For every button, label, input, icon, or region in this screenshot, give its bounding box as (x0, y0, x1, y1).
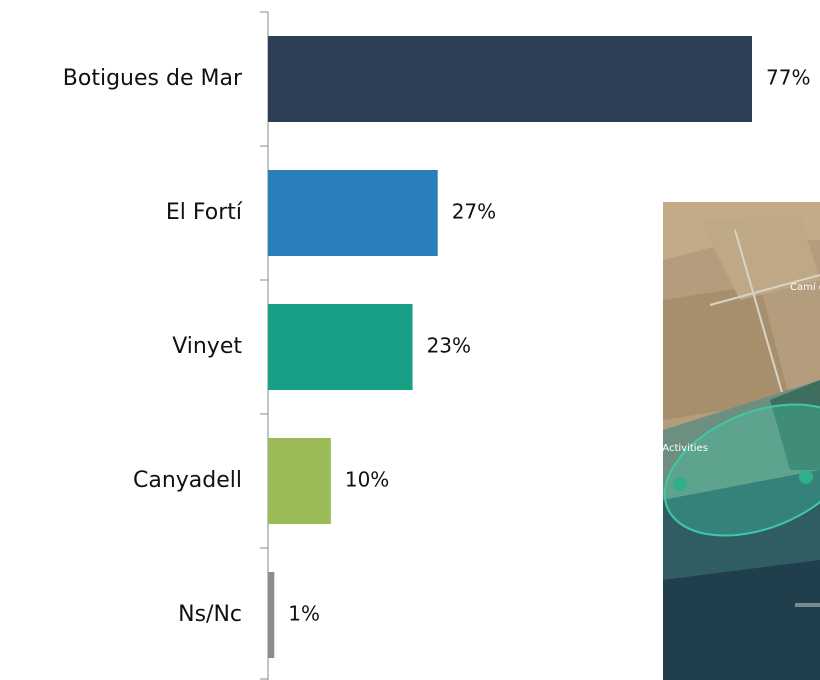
bar (268, 304, 413, 390)
category-label: Botigues de Mar (63, 66, 243, 91)
category-label: Ns/Nc (178, 602, 242, 627)
bar (268, 170, 438, 256)
category-label: Vinyet (172, 334, 242, 359)
bar (268, 438, 331, 524)
value-label: 77% (766, 66, 810, 90)
value-label: 23% (427, 334, 471, 358)
bar (268, 36, 752, 122)
category-label: El Fortí (166, 200, 243, 225)
value-label: 10% (345, 468, 389, 492)
category-label: Canyadell (133, 468, 242, 493)
chart: Camí del V r Activities Botigues de Mar 7… (0, 0, 820, 680)
value-label: 27% (452, 200, 496, 224)
map-label: r Activities (655, 443, 708, 454)
map-label: Camí del V (790, 281, 820, 293)
map-image: Camí del V r Activities (646, 202, 820, 680)
bar (268, 572, 274, 658)
value-label: 1% (288, 602, 320, 626)
